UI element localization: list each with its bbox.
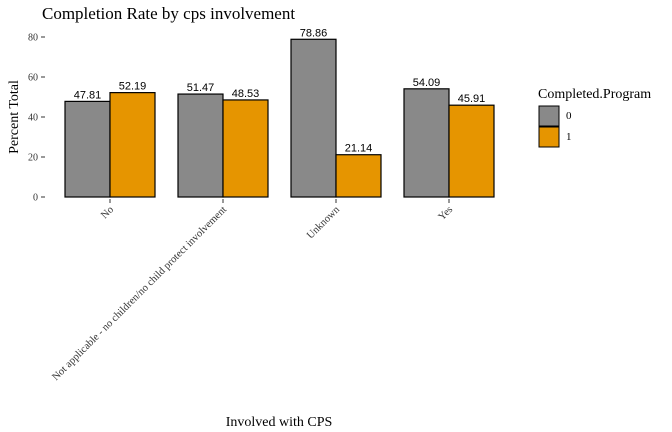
legend: Completed.Program 0 1 — [538, 87, 651, 148]
bar-3-series-1 — [448, 104, 495, 198]
y-tick-label: 80 — [28, 33, 38, 44]
bar-2-series-0 — [290, 38, 337, 198]
bar-3-series-0 — [403, 88, 450, 198]
bar-value-label: 21.14 — [345, 143, 373, 155]
x-tick-label: Unknown — [305, 204, 343, 242]
bar-labels-group: 47.81 52.19 51.47 48.53 78.86 21.14 54.09 45.91 — [74, 27, 486, 154]
bar-1-series-0 — [177, 93, 224, 198]
legend-swatch-1 — [538, 126, 560, 148]
bar-1-series-1 — [222, 99, 269, 198]
chart-title: Completion Rate by cps involvement — [42, 4, 295, 23]
bar-value-label: 78.86 — [300, 27, 328, 39]
bars-group — [64, 38, 495, 198]
bar-0-series-0 — [64, 100, 111, 198]
x-tick-label: Yes — [437, 204, 456, 223]
y-axis: 0 20 40 60 80 — [28, 33, 45, 204]
bar-2-series-1 — [335, 154, 382, 198]
bar-value-label: 54.09 — [413, 77, 441, 89]
bar-value-label: 48.53 — [232, 88, 260, 100]
y-tick-label: 60 — [28, 73, 38, 84]
x-tick-label: No — [99, 204, 116, 221]
legend-label-1: 1 — [566, 131, 572, 143]
legend-title: Completed.Program — [538, 87, 651, 102]
y-tick-label: 0 — [33, 193, 38, 204]
bar-value-label: 47.81 — [74, 89, 102, 101]
bar-0-series-1 — [109, 92, 156, 198]
y-axis-label: Percent Total — [7, 80, 22, 154]
y-tick-label: 40 — [28, 113, 38, 124]
bar-value-label: 52.19 — [119, 81, 147, 93]
y-tick-label: 20 — [28, 153, 38, 164]
bar-value-label: 51.47 — [187, 82, 215, 94]
legend-label-0: 0 — [566, 110, 572, 122]
bar-value-label: 45.91 — [458, 93, 486, 105]
x-tick-label: Not applicable - no children/no child pr… — [50, 204, 229, 383]
x-axis-label: Involved with CPS — [226, 415, 333, 430]
legend-swatch-0 — [538, 105, 560, 127]
